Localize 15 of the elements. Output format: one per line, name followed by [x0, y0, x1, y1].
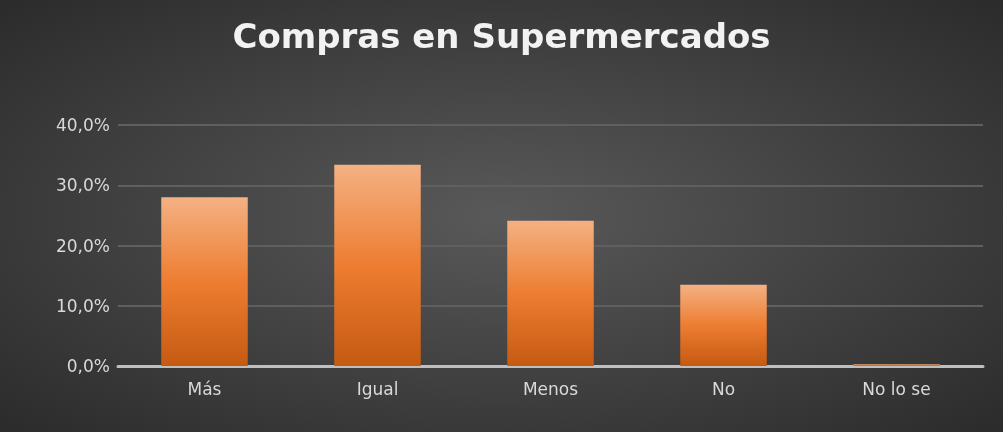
x-tick-label: No: [711, 378, 736, 399]
x-tick-label: No lo se: [862, 378, 931, 399]
bar: [161, 197, 248, 366]
y-tick-label: 30,0%: [55, 175, 110, 196]
x-tick-label: Menos: [522, 378, 579, 399]
bar: [680, 284, 767, 366]
chart-title: Compras en Supermercados: [232, 16, 771, 56]
y-tick-label: 0,0%: [66, 356, 110, 376]
bar: [507, 220, 594, 366]
y-tick-label: 10,0%: [55, 295, 110, 316]
y-tick-label: 20,0%: [55, 235, 110, 256]
bar: [334, 164, 421, 366]
x-tick-label: Igual: [356, 378, 399, 399]
y-tick-label: 40,0%: [55, 115, 110, 135]
x-tick-label: Más: [187, 378, 222, 399]
